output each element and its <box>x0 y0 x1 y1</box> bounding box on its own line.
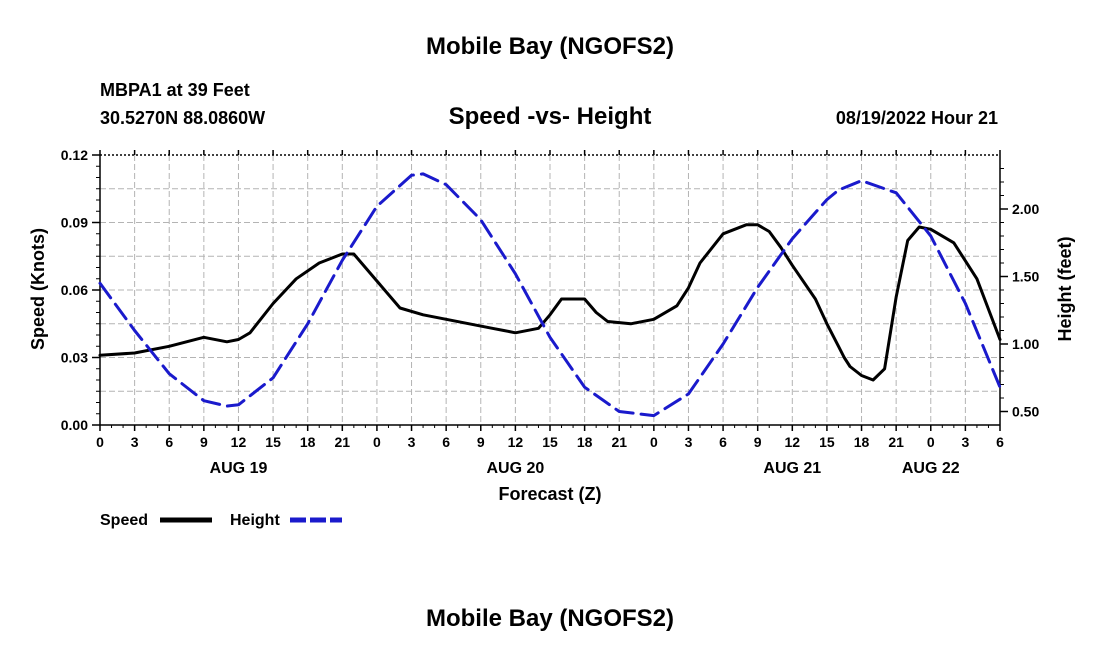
x-tick-label: 6 <box>442 434 450 450</box>
x-tick-label: 0 <box>373 434 381 450</box>
station-label: MBPA1 at 39 Feet <box>100 80 250 100</box>
x-axis-label: Forecast (Z) <box>498 484 601 504</box>
x-tick-label: 15 <box>819 434 835 450</box>
y2-tick-label: 0.50 <box>1012 404 1039 420</box>
x-tick-label: 6 <box>165 434 173 450</box>
x-tick-label: 18 <box>300 434 316 450</box>
x-tick-label: 0 <box>96 434 104 450</box>
x-tick-label: 12 <box>785 434 801 450</box>
series-layer <box>98 172 1002 418</box>
forecast-datetime: 08/19/2022 Hour 21 <box>836 108 998 128</box>
x-tick-label: 12 <box>231 434 247 450</box>
day-label: AUG 20 <box>486 460 544 477</box>
x-tick-label: 21 <box>611 434 627 450</box>
x-tick-label: 3 <box>961 434 969 450</box>
chart-title: Speed -vs- Height <box>449 103 652 130</box>
day-label: AUG 19 <box>210 460 268 477</box>
x-tick-label: 18 <box>577 434 593 450</box>
day-label: AUG 22 <box>902 460 960 477</box>
y-tick-label: 0.12 <box>61 147 88 163</box>
x-tick-label: 9 <box>754 434 762 450</box>
x-tick-label: 0 <box>650 434 658 450</box>
x-tick-label: 3 <box>408 434 416 450</box>
x-tick-label: 3 <box>131 434 139 450</box>
station-coordinates: 30.5270N 88.0860W <box>100 108 265 128</box>
x-tick-label: 3 <box>685 434 693 450</box>
y-tick-label: 0.03 <box>61 350 88 366</box>
y2-tick-label: 1.50 <box>1012 269 1039 285</box>
x-tick-label: 21 <box>888 434 904 450</box>
x-tick-label: 9 <box>477 434 485 450</box>
footer-title: Mobile Bay (NGOFS2) <box>426 605 674 632</box>
height-series-line <box>98 172 1002 418</box>
y2-tick-label: 2.00 <box>1012 201 1039 217</box>
page-title: Mobile Bay (NGOFS2) <box>426 33 674 60</box>
y2-axis-label: Height (feet) <box>1055 237 1075 342</box>
grid-lines <box>100 155 1000 425</box>
x-tick-label: 15 <box>265 434 281 450</box>
x-tick-label: 0 <box>927 434 935 450</box>
day-label: AUG 21 <box>763 460 821 477</box>
y-tick-label: 0.09 <box>61 215 88 231</box>
y-tick-label: 0.06 <box>61 282 88 298</box>
x-tick-label: 15 <box>542 434 558 450</box>
speed-series-line <box>98 223 1002 382</box>
x-tick-label: 18 <box>854 434 870 450</box>
y2-tick-label: 1.00 <box>1012 336 1039 352</box>
x-tick-label: 6 <box>996 434 1004 450</box>
legend: Speed Height <box>100 512 342 529</box>
legend-speed-label: Speed <box>100 512 148 529</box>
axes: 0 3 6 9 12 15 18 21 0 3 6 9 12 15 18 21 0 3 6 9 12 15 18 21 0 3 6 A… <box>61 147 1040 477</box>
y-tick-label: 0.00 <box>61 417 88 433</box>
x-tick-label: 9 <box>200 434 208 450</box>
x-tick-label: 6 <box>719 434 727 450</box>
legend-height-label: Height <box>230 512 280 529</box>
x-tick-label: 12 <box>508 434 524 450</box>
x-tick-label: 21 <box>335 434 351 450</box>
y-axis-label: Speed (Knots) <box>28 228 48 350</box>
